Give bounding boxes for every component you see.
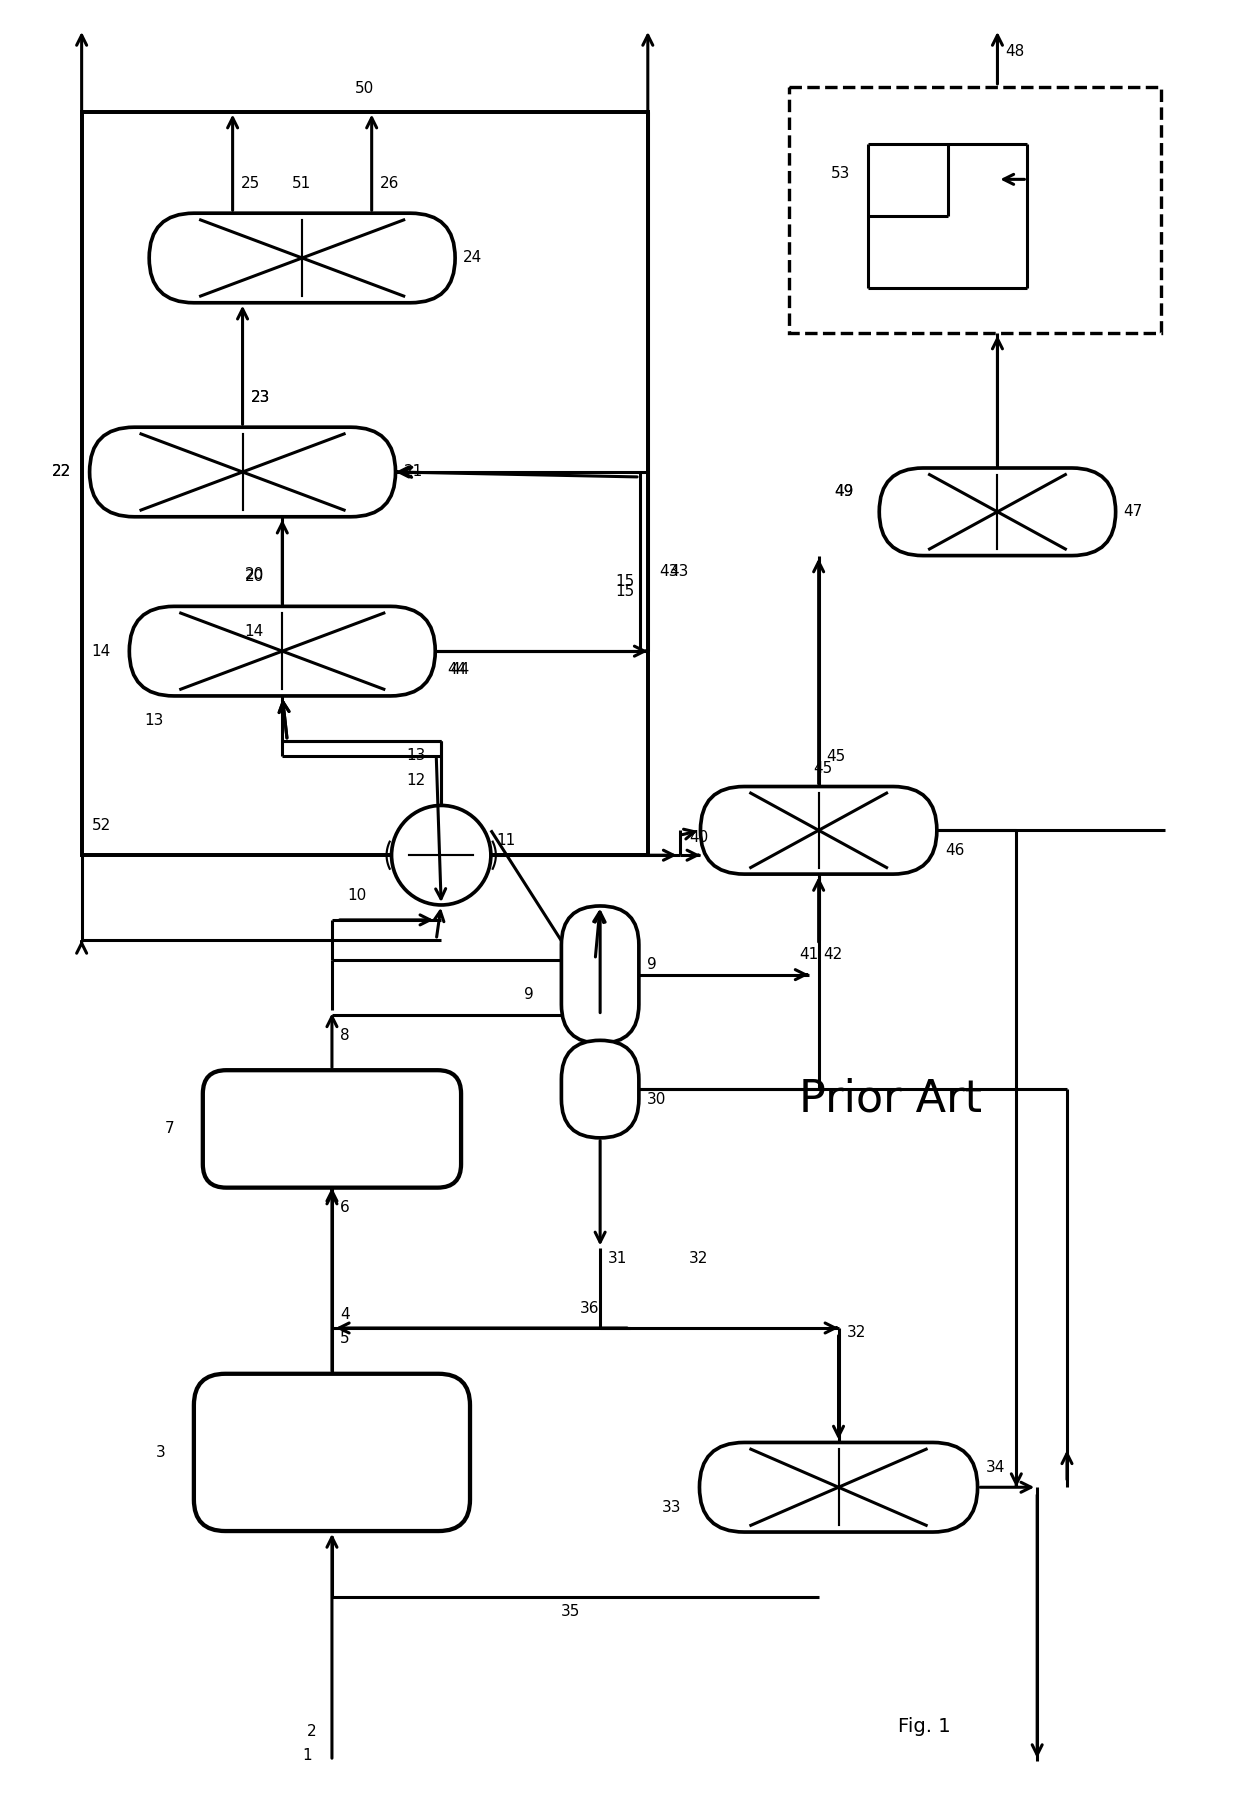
Text: 34: 34 [986, 1459, 1004, 1475]
FancyBboxPatch shape [701, 786, 937, 874]
Text: 43: 43 [670, 564, 689, 580]
Text: 6: 6 [340, 1201, 350, 1215]
FancyBboxPatch shape [203, 1070, 461, 1188]
Text: 45: 45 [827, 749, 846, 765]
Text: 44: 44 [448, 662, 466, 677]
Text: 23: 23 [250, 390, 270, 406]
Text: 21: 21 [403, 465, 423, 479]
Text: 49: 49 [835, 485, 854, 499]
Text: 30: 30 [647, 1091, 666, 1106]
Text: 48: 48 [1006, 45, 1024, 59]
Text: 35: 35 [560, 1605, 580, 1619]
Text: 26: 26 [379, 176, 399, 190]
Text: 11: 11 [496, 833, 515, 847]
Text: 9: 9 [523, 987, 533, 1002]
Text: 25: 25 [241, 176, 260, 190]
Text: 47: 47 [1123, 504, 1143, 519]
Text: 33: 33 [662, 1499, 681, 1515]
Text: 50: 50 [355, 81, 374, 97]
FancyBboxPatch shape [149, 214, 455, 303]
Text: 32: 32 [847, 1325, 866, 1341]
Text: 41: 41 [799, 948, 818, 962]
Text: 15: 15 [615, 574, 635, 589]
Text: 52: 52 [92, 819, 110, 833]
Text: 4: 4 [340, 1307, 350, 1321]
Text: 12: 12 [407, 774, 425, 788]
Text: 13: 13 [407, 749, 425, 763]
Text: 51: 51 [293, 176, 311, 190]
Text: 46: 46 [945, 842, 965, 858]
Text: 20: 20 [244, 567, 264, 582]
Text: 43: 43 [660, 564, 680, 580]
Text: 2: 2 [308, 1723, 316, 1739]
Text: 7: 7 [165, 1122, 175, 1136]
Text: 49: 49 [835, 485, 854, 499]
FancyBboxPatch shape [193, 1373, 470, 1531]
Text: 23: 23 [250, 390, 270, 406]
Text: Fig. 1: Fig. 1 [898, 1716, 951, 1736]
FancyBboxPatch shape [129, 607, 435, 696]
Text: Prior Art: Prior Art [799, 1077, 982, 1120]
Text: 45: 45 [813, 761, 833, 775]
Text: 8: 8 [340, 1029, 350, 1043]
FancyBboxPatch shape [562, 906, 639, 1043]
Text: 15: 15 [615, 583, 635, 600]
FancyBboxPatch shape [879, 468, 1116, 556]
Text: 53: 53 [831, 165, 849, 181]
Text: 42: 42 [823, 948, 843, 962]
FancyBboxPatch shape [562, 1041, 639, 1138]
Text: 13: 13 [144, 713, 164, 729]
Text: 14: 14 [92, 644, 110, 659]
Text: 44: 44 [450, 662, 470, 677]
Text: 9: 9 [647, 957, 656, 973]
Text: 22: 22 [52, 465, 71, 479]
Text: 36: 36 [580, 1301, 600, 1316]
Text: 10: 10 [347, 887, 366, 903]
Text: 24: 24 [463, 251, 482, 266]
Text: 1: 1 [303, 1748, 311, 1763]
Text: 22: 22 [52, 465, 71, 479]
FancyBboxPatch shape [699, 1443, 977, 1533]
FancyBboxPatch shape [89, 427, 396, 517]
Text: 3: 3 [156, 1445, 166, 1459]
Text: 40: 40 [689, 829, 709, 845]
Circle shape [392, 806, 491, 905]
Text: 20: 20 [244, 569, 264, 583]
Text: 32: 32 [688, 1251, 708, 1265]
Text: 31: 31 [608, 1251, 627, 1265]
Text: 5: 5 [340, 1332, 350, 1346]
Text: 14: 14 [244, 623, 264, 639]
